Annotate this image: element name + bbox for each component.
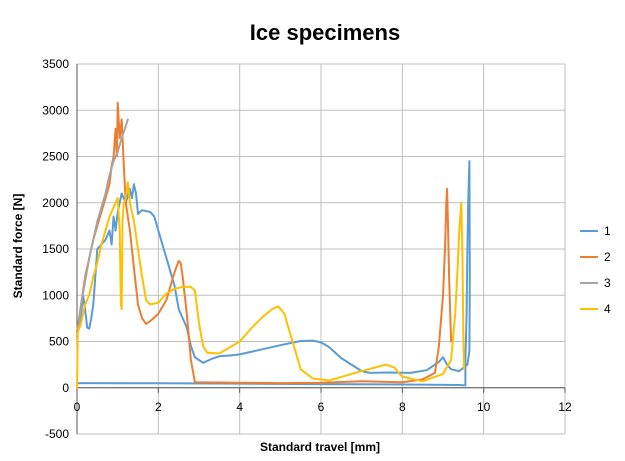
y-tick-label: 2500 bbox=[42, 150, 69, 164]
y-axis-title: Standard force [N] bbox=[11, 194, 25, 299]
y-tick-label: 0 bbox=[62, 381, 69, 395]
series-line-2 bbox=[76, 101, 453, 385]
series-line-4 bbox=[76, 181, 466, 389]
x-tick-label: 0 bbox=[74, 400, 81, 414]
legend-label-4: 4 bbox=[604, 302, 611, 316]
x-tick-label: 10 bbox=[477, 400, 491, 414]
y-tick-label: 2000 bbox=[42, 196, 69, 210]
legend-label-1: 1 bbox=[604, 224, 611, 238]
x-tick-label: 12 bbox=[558, 400, 572, 414]
y-tick-label: -500 bbox=[45, 427, 69, 441]
y-tick-label: 1500 bbox=[42, 242, 69, 256]
x-tick-label: 6 bbox=[318, 400, 325, 414]
y-tick-label: 1000 bbox=[42, 288, 69, 302]
x-tick-label: 2 bbox=[155, 400, 162, 414]
y-tick-label: 3500 bbox=[42, 57, 69, 71]
legend-label-3: 3 bbox=[604, 276, 611, 290]
chart-title: Ice specimens bbox=[250, 20, 400, 45]
axes bbox=[76, 63, 566, 435]
tick-labels: -500 0 500 1000 1500 2000 2500 3000 3500 0 2 4 6 8 10 1… bbox=[42, 57, 572, 441]
x-tick-label: 4 bbox=[236, 400, 243, 414]
x-tick-label: 8 bbox=[399, 400, 406, 414]
legend-label-2: 2 bbox=[604, 250, 611, 264]
series-line-3 bbox=[76, 118, 129, 338]
x-axis-title: Standard travel [mm] bbox=[260, 440, 380, 454]
y-tick-label: 500 bbox=[49, 335, 69, 349]
series-line-1 bbox=[76, 160, 471, 387]
series-lines bbox=[76, 101, 471, 389]
legend: 1 2 3 4 bbox=[580, 224, 611, 316]
y-tick-label: 3000 bbox=[42, 103, 69, 117]
